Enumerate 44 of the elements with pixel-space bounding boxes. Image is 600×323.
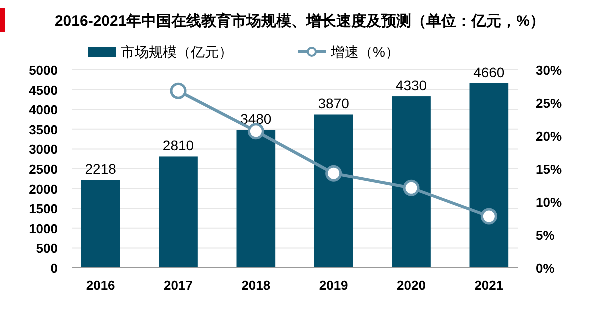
legend-label: 增速（%） (330, 44, 400, 60)
data-label: 3480 (240, 111, 272, 128)
data-label: 4330 (396, 78, 428, 94)
y-tick-label: 1500 (29, 202, 58, 217)
x-tick-label: 2016 (86, 278, 116, 293)
point (326, 165, 342, 182)
bar (314, 114, 354, 268)
y2-tick-label: 20% (536, 129, 562, 144)
bar (236, 130, 276, 268)
x-tick-label: 2018 (242, 278, 271, 293)
legend-label: 市场规模（亿元） (121, 44, 233, 60)
data-label: 2218 (85, 161, 117, 178)
y-tick-label: 0 (50, 261, 58, 276)
point (248, 123, 264, 140)
data-label: 3870 (318, 96, 350, 112)
y-tick-label: 5000 (29, 63, 58, 78)
chart-title: 2016-2021年中国在线教育市场规模、增长速度及预测（单位：亿元，%） (54, 12, 546, 30)
y2-tick-label: 10% (536, 195, 562, 210)
point (403, 180, 420, 196)
y-tick-label: 500 (36, 241, 58, 256)
y-tick-label: 3500 (29, 122, 58, 138)
y2-tick-label: 15% (536, 162, 562, 177)
y-tick-label: 2000 (29, 182, 58, 197)
data-label: 4660 (474, 64, 505, 80)
y-tick-label: 4000 (29, 102, 58, 118)
y2-tick-label: 30% (536, 63, 562, 78)
bar (470, 83, 509, 268)
y2-tick-label: 0% (536, 261, 556, 276)
data-label: 2810 (162, 138, 194, 154)
x-tick-label: 2020 (397, 278, 426, 293)
x-tick-label: 2021 (474, 278, 504, 293)
x-tick-label: 2017 (164, 278, 193, 293)
bar (159, 156, 198, 268)
y-tick-label: 4500 (29, 82, 58, 98)
y2-tick-label: 25% (536, 96, 562, 111)
y-tick-label: 1000 (29, 221, 58, 236)
bar (81, 180, 120, 268)
bar (392, 96, 431, 268)
y-tick-label: 2500 (29, 162, 58, 177)
x-tick-label: 2019 (319, 278, 348, 293)
point (480, 208, 498, 225)
y-tick-label: 3000 (29, 142, 58, 158)
point (170, 82, 187, 100)
y2-tick-label: 5% (536, 228, 556, 243)
